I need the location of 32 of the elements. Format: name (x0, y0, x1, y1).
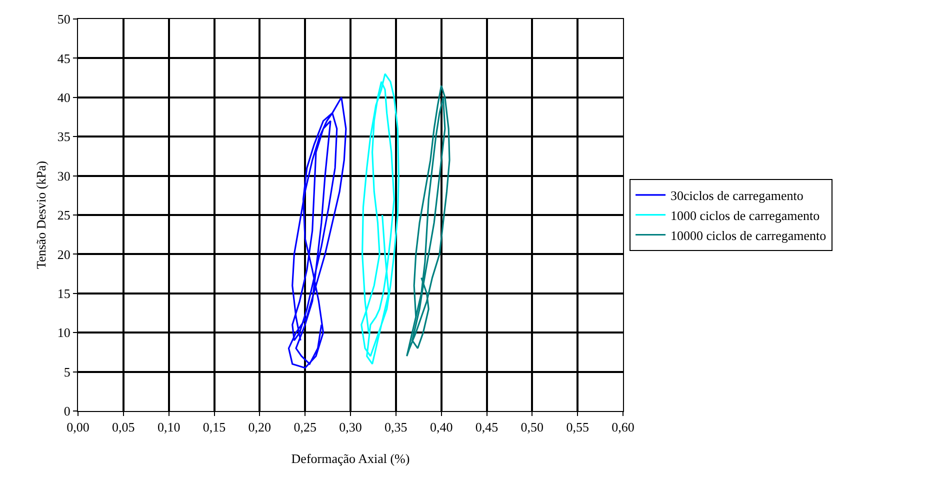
x-tick-label: 0,50 (520, 420, 544, 435)
x-tick-label: 0,05 (112, 420, 135, 435)
x-tick-label: 0,25 (294, 420, 316, 435)
legend-label: 1000 ciclos de carregamento (670, 208, 820, 223)
y-tick-label: 35 (57, 129, 70, 144)
x-tick-label: 0,55 (566, 420, 589, 435)
y-tick-label: 5 (64, 364, 70, 380)
x-tick-label: 0,10 (157, 420, 180, 435)
legend-label: 10000 ciclos de carregamento (670, 228, 826, 243)
y-tick-label: 30 (57, 168, 70, 184)
x-tick-label: 0,00 (66, 420, 90, 435)
x-tick-label: 0,60 (612, 420, 634, 435)
y-tick-label: 0 (64, 404, 70, 419)
line-series (288, 96, 347, 369)
x-tick-label: 0,35 (384, 420, 408, 435)
x-tick-label: 0,15 (202, 420, 226, 435)
legend-label: 30ciclos de carregamento (670, 188, 804, 204)
y-tick-label: 25 (57, 208, 70, 223)
y-tick-label: 45 (57, 50, 70, 66)
y-tick-label: 40 (57, 90, 70, 105)
line-series (360, 73, 400, 365)
x-tick-label: 0,40 (430, 420, 453, 435)
x-tick-label: 0,30 (339, 420, 362, 435)
y-tick-label: 15 (57, 286, 70, 301)
y-tick-label: 10 (57, 325, 70, 340)
line-series (406, 84, 450, 357)
x-axis-title: Deformação Axial (%) (291, 451, 410, 466)
y-axis-title: Tensão Desvio (kPa) (33, 160, 48, 270)
y-tick-label: 50 (57, 12, 70, 27)
x-tick-label: 0,45 (475, 420, 498, 435)
x-tick-label: 0,20 (248, 420, 272, 435)
y-tick-label: 20 (57, 246, 70, 262)
